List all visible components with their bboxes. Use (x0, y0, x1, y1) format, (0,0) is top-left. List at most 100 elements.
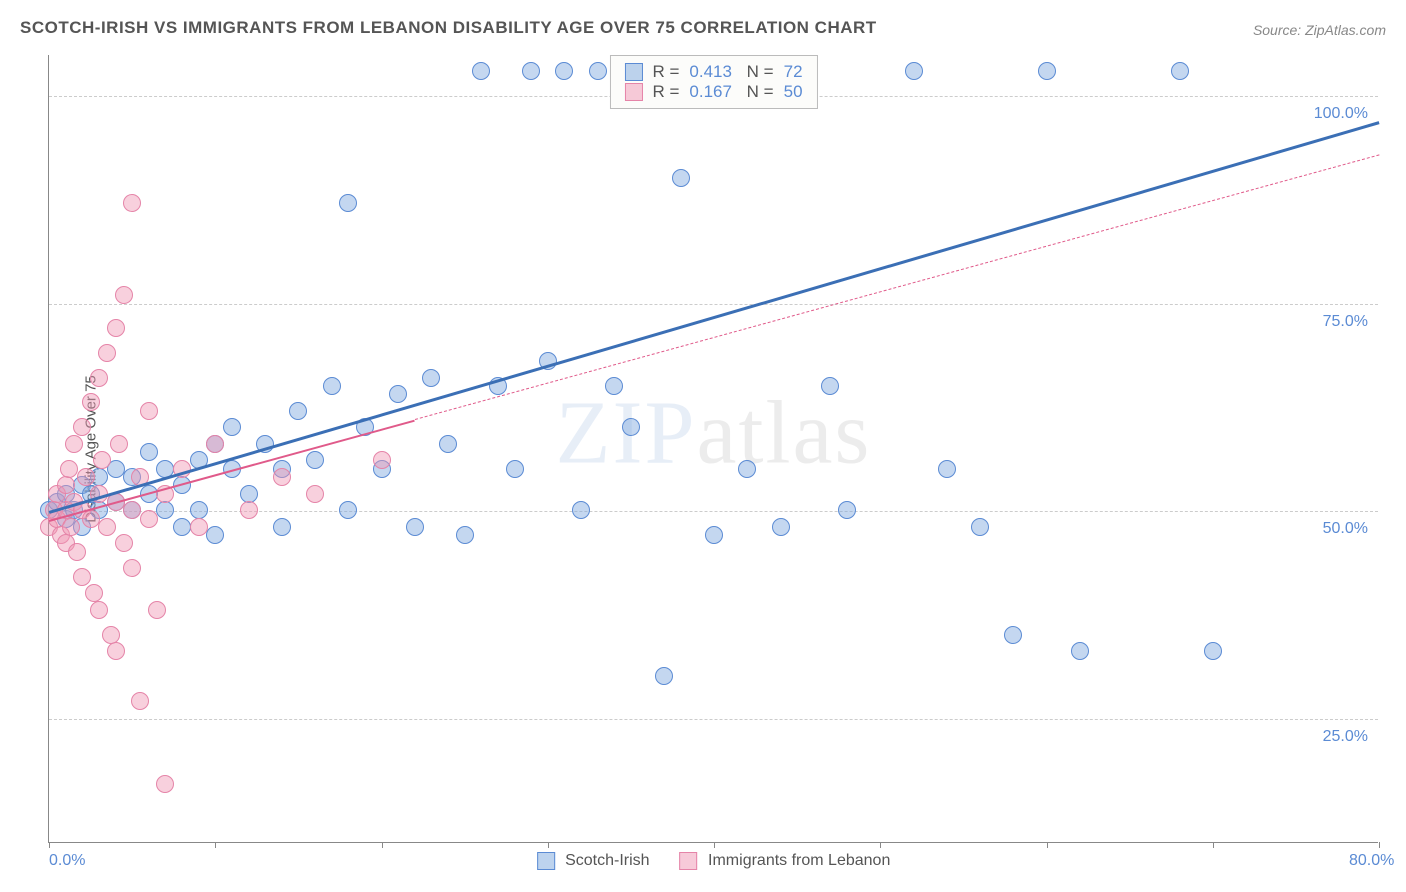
y-tick-label: 100.0% (1314, 105, 1368, 123)
scatter-point (93, 451, 111, 469)
scatter-point (306, 485, 324, 503)
x-tick (215, 842, 216, 848)
trend-line (415, 155, 1380, 421)
gridline (49, 719, 1378, 720)
scatter-point (240, 501, 258, 519)
x-tick-label: 80.0% (1349, 852, 1394, 870)
scatter-point (506, 460, 524, 478)
scatter-point (555, 62, 573, 80)
scatter-point (472, 62, 490, 80)
scatter-point (148, 601, 166, 619)
scatter-point (605, 377, 623, 395)
y-tick-label: 50.0% (1323, 520, 1368, 538)
scatter-point (73, 418, 91, 436)
blue-swatch-icon (624, 63, 642, 81)
scatter-point (522, 62, 540, 80)
scatter-point (1004, 626, 1022, 644)
scatter-point (572, 501, 590, 519)
scatter-point (406, 518, 424, 536)
scatter-point (123, 559, 141, 577)
chart-title: SCOTCH-IRISH VS IMMIGRANTS FROM LEBANON … (20, 18, 877, 38)
scatter-point (838, 501, 856, 519)
stat-label: N = (742, 62, 774, 82)
scatter-point (323, 377, 341, 395)
y-tick-label: 25.0% (1323, 728, 1368, 746)
scatter-point (738, 460, 756, 478)
scatter-point (206, 526, 224, 544)
scatter-point (1171, 62, 1189, 80)
stat-label: R = (652, 62, 679, 82)
stat-r-value: 0.413 (689, 62, 732, 82)
scatter-point (190, 501, 208, 519)
scatter-point (123, 194, 141, 212)
scatter-point (98, 518, 116, 536)
legend-label: Immigrants from Lebanon (708, 852, 890, 869)
scatter-point (90, 601, 108, 619)
scatter-point (156, 501, 174, 519)
stats-box: R = 0.413 N = 72 R = 0.167 N = 50 (609, 55, 817, 109)
legend-item: Immigrants from Lebanon (680, 852, 891, 870)
plot-area: Disability Age Over 75 ZIPatlas 25.0%50.… (48, 55, 1378, 843)
x-tick (1213, 842, 1214, 848)
scatter-point (339, 194, 357, 212)
scatter-point (98, 344, 116, 362)
blue-swatch-icon (537, 852, 555, 870)
scatter-point (223, 418, 241, 436)
scatter-point (273, 518, 291, 536)
scatter-point (821, 377, 839, 395)
scatter-point (140, 402, 158, 420)
scatter-point (156, 775, 174, 793)
scatter-point (339, 501, 357, 519)
scatter-point (68, 543, 86, 561)
scatter-point (938, 460, 956, 478)
scatter-point (62, 518, 80, 536)
scatter-point (705, 526, 723, 544)
scatter-point (655, 667, 673, 685)
legend-label: Scotch-Irish (565, 852, 649, 869)
scatter-point (306, 451, 324, 469)
scatter-point (107, 642, 125, 660)
scatter-point (82, 393, 100, 411)
x-tick-label: 0.0% (49, 852, 85, 870)
x-tick (382, 842, 383, 848)
scatter-point (190, 518, 208, 536)
scatter-point (115, 534, 133, 552)
scatter-point (1038, 62, 1056, 80)
scatter-point (672, 169, 690, 187)
scatter-point (273, 468, 291, 486)
scatter-point (905, 62, 923, 80)
scatter-point (65, 435, 83, 453)
scatter-point (57, 476, 75, 494)
scatter-point (1204, 642, 1222, 660)
scatter-point (240, 485, 258, 503)
trend-line (49, 121, 1380, 513)
watermark: ZIPatlas (556, 381, 872, 484)
pink-swatch-icon (624, 83, 642, 101)
stat-label: R = (652, 82, 679, 102)
scatter-point (373, 451, 391, 469)
scatter-point (90, 369, 108, 387)
scatter-point (60, 460, 78, 478)
scatter-point (289, 402, 307, 420)
scatter-point (140, 443, 158, 461)
stat-label: N = (742, 82, 774, 102)
x-tick (49, 842, 50, 848)
scatter-point (772, 518, 790, 536)
scatter-point (140, 510, 158, 528)
stats-row: R = 0.167 N = 50 (624, 82, 802, 102)
legend-item: Scotch-Irish (537, 852, 650, 870)
scatter-point (115, 286, 133, 304)
x-tick (714, 842, 715, 848)
scatter-point (73, 568, 91, 586)
scatter-point (439, 435, 457, 453)
scatter-point (389, 385, 407, 403)
scatter-point (131, 692, 149, 710)
scatter-point (1071, 642, 1089, 660)
scatter-point (422, 369, 440, 387)
legend: Scotch-Irish Immigrants from Lebanon (537, 852, 891, 870)
gridline (49, 304, 1378, 305)
scatter-point (110, 435, 128, 453)
x-tick (1379, 842, 1380, 848)
scatter-point (102, 626, 120, 644)
scatter-point (85, 584, 103, 602)
